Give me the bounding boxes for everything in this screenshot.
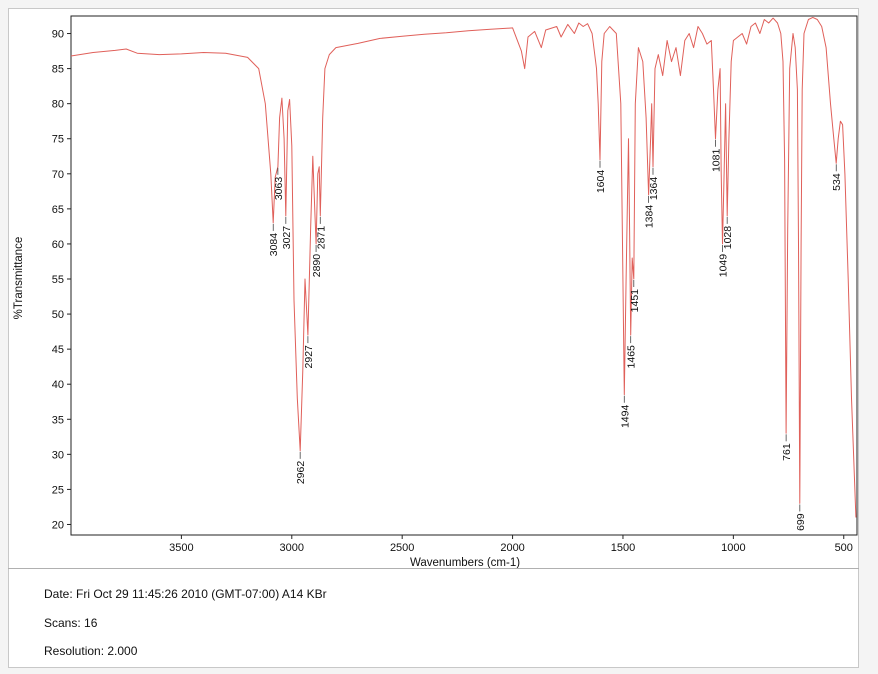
peak-label-699: 699: [795, 504, 807, 531]
peak-label-1604: 1604: [595, 160, 607, 194]
x-tick-label: 3000: [280, 542, 304, 554]
y-tick-label: 45: [52, 344, 64, 356]
x-axis-label: Wavenumbers (cm-1): [410, 557, 520, 569]
y-tick-label: 30: [52, 449, 64, 461]
x-tick-label: 500: [835, 542, 853, 554]
spectrum-line-group: [70, 16, 857, 518]
spectrum-frame: [8, 8, 859, 668]
peak-label-1364: 1364: [648, 167, 660, 201]
peak-label-534: 534: [831, 164, 843, 191]
peak-wavenumber: 761: [781, 443, 793, 461]
plot-area-border: [70, 15, 858, 536]
peak-label-1494: 1494: [619, 395, 631, 429]
y-tick-label: 20: [52, 519, 64, 531]
y-tick-label: 35: [52, 414, 64, 426]
y-tick-label: 70: [52, 169, 64, 181]
peak-label-3084: 3084: [268, 223, 280, 257]
y-tick-label: 40: [52, 379, 64, 391]
peak-label-2890: 2890: [311, 244, 323, 278]
peak-wavenumber: 3027: [281, 226, 293, 250]
peak-wavenumber: 699: [795, 513, 807, 531]
x-tick-label: 2500: [390, 542, 414, 554]
peak-wavenumber: 2871: [315, 226, 327, 250]
peak-wavenumber: 1604: [595, 170, 607, 194]
y-tick-label: 25: [52, 484, 64, 496]
peak-wavenumber: 3063: [273, 177, 285, 201]
peak-wavenumber: 1494: [619, 405, 631, 429]
x-tick-label: 2000: [500, 542, 524, 554]
peak-wavenumber: 1049: [718, 254, 730, 278]
x-tick-label: 3500: [169, 542, 193, 554]
y-tick-label: 80: [52, 99, 64, 111]
y-tick-label: 75: [52, 134, 64, 146]
acquisition-date: Date: Fri Oct 29 11:45:26 2010 (GMT-07:0…: [44, 587, 327, 601]
axes: [70, 15, 858, 536]
peak-label-1465: 1465: [626, 336, 638, 368]
peak-label-1384: 1384: [644, 195, 656, 229]
y-tick-label: 50: [52, 309, 64, 321]
peak-wavenumber: 1081: [711, 149, 723, 173]
peak-label-3063: 3063: [273, 167, 285, 201]
peak-label-761: 761: [781, 434, 793, 461]
scan-count: Scans: 16: [44, 616, 98, 630]
spectrum-line: [70, 16, 857, 518]
peak-wavenumber: 2927: [303, 345, 315, 369]
y-tick-label: 55: [52, 274, 64, 286]
peak-label-3027: 3027: [281, 216, 293, 250]
peak-wavenumber: 534: [831, 173, 843, 191]
y-tick-label: 65: [52, 204, 64, 216]
tick-marks: 3500 3000 2500 2000 1500 1000 500 20 25 30 35 40 45 5…: [52, 29, 853, 554]
peak-label-2927: 2927: [303, 336, 315, 368]
peak-labels: 3084 3063 3027 2962 2927 2890 2871 1604 1494 1465…: [268, 139, 843, 531]
peak-label-1081: 1081: [711, 139, 723, 173]
peak-wavenumber: 1364: [648, 177, 660, 201]
peak-wavenumber: 3084: [268, 233, 280, 257]
peak-label-1028: 1028: [722, 216, 734, 250]
peak-wavenumber: 1451: [629, 289, 641, 313]
peak-wavenumber: 2962: [295, 461, 307, 485]
peak-label-1451: 1451: [629, 280, 641, 312]
acquisition-info-panel: Date: Fri Oct 29 11:45:26 2010 (GMT-07:0…: [8, 568, 859, 668]
y-axis-label: %Transmittance: [13, 237, 25, 320]
x-tick-label: 1500: [611, 542, 635, 554]
peak-label-1049: 1049: [718, 244, 730, 278]
peak-label-2962: 2962: [295, 451, 307, 485]
peak-wavenumber: 1384: [644, 205, 656, 229]
y-tick-label: 60: [52, 239, 64, 251]
peak-wavenumber: 1465: [626, 345, 638, 369]
resolution-value: Resolution: 2.000: [44, 644, 138, 658]
y-tick-label: 85: [52, 64, 64, 76]
peak-label-2871: 2871: [315, 216, 327, 250]
peak-wavenumber: 2890: [311, 254, 323, 278]
ir-spectrum-chart: 3500 3000 2500 2000 1500 1000 500 20 25 30 35 40 45 5…: [13, 15, 858, 569]
y-tick-label: 90: [52, 29, 64, 41]
x-tick-label: 1000: [721, 542, 745, 554]
peak-wavenumber: 1028: [722, 226, 734, 250]
